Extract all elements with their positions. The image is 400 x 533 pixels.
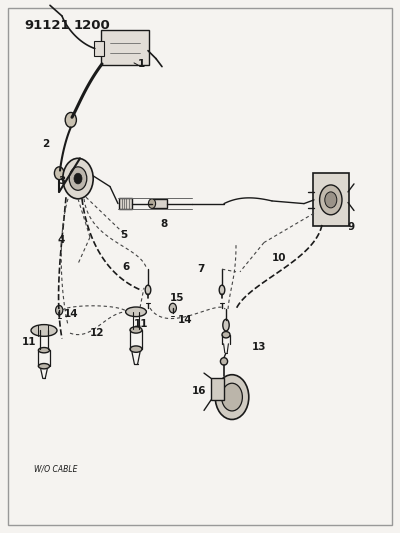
Ellipse shape — [130, 327, 142, 333]
FancyBboxPatch shape — [211, 378, 224, 400]
Circle shape — [63, 158, 93, 199]
Circle shape — [169, 303, 176, 313]
Text: 1200: 1200 — [74, 19, 111, 31]
Ellipse shape — [220, 358, 228, 365]
Text: 10: 10 — [272, 253, 286, 263]
Text: 3: 3 — [58, 176, 65, 186]
Text: 6: 6 — [122, 262, 129, 272]
Ellipse shape — [38, 364, 50, 369]
Text: 9: 9 — [348, 222, 355, 232]
Text: 91121: 91121 — [24, 19, 70, 31]
FancyBboxPatch shape — [152, 199, 167, 208]
Ellipse shape — [126, 307, 146, 317]
Text: W/O CABLE: W/O CABLE — [34, 465, 78, 474]
Ellipse shape — [223, 319, 229, 331]
Circle shape — [54, 167, 64, 180]
Text: 2: 2 — [42, 139, 49, 149]
Text: 13: 13 — [252, 342, 266, 352]
Text: 7: 7 — [198, 264, 205, 274]
Ellipse shape — [145, 285, 151, 295]
Text: 4: 4 — [58, 235, 65, 245]
FancyBboxPatch shape — [101, 30, 149, 65]
Circle shape — [65, 112, 76, 127]
Circle shape — [215, 375, 249, 419]
Text: 14: 14 — [64, 309, 79, 319]
FancyBboxPatch shape — [313, 173, 349, 226]
Text: 8: 8 — [160, 219, 167, 229]
Text: 11: 11 — [22, 337, 36, 347]
Text: 16: 16 — [192, 386, 206, 397]
Circle shape — [325, 192, 337, 208]
Ellipse shape — [38, 348, 50, 353]
Ellipse shape — [130, 346, 142, 352]
Text: 14: 14 — [178, 315, 193, 325]
Circle shape — [222, 383, 242, 411]
Ellipse shape — [219, 285, 225, 295]
Circle shape — [148, 199, 156, 208]
Ellipse shape — [31, 325, 57, 336]
FancyBboxPatch shape — [119, 198, 132, 209]
Text: 5: 5 — [120, 230, 127, 240]
Circle shape — [74, 173, 82, 184]
Text: 11: 11 — [134, 319, 148, 329]
Circle shape — [69, 167, 87, 190]
FancyBboxPatch shape — [94, 41, 104, 56]
Text: 1: 1 — [138, 59, 145, 69]
Text: 15: 15 — [170, 293, 184, 303]
Text: 12: 12 — [90, 328, 104, 338]
Circle shape — [56, 305, 63, 315]
Ellipse shape — [222, 332, 230, 338]
Circle shape — [320, 185, 342, 215]
